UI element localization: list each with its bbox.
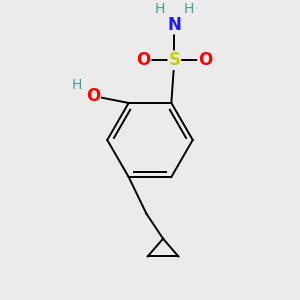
Text: N: N [167,16,181,34]
Text: O: O [136,51,151,69]
Text: S: S [168,51,180,69]
Text: H: H [183,2,194,16]
Text: H: H [71,78,82,92]
Text: O: O [86,87,100,105]
Text: O: O [198,51,212,69]
Text: H: H [155,2,165,16]
